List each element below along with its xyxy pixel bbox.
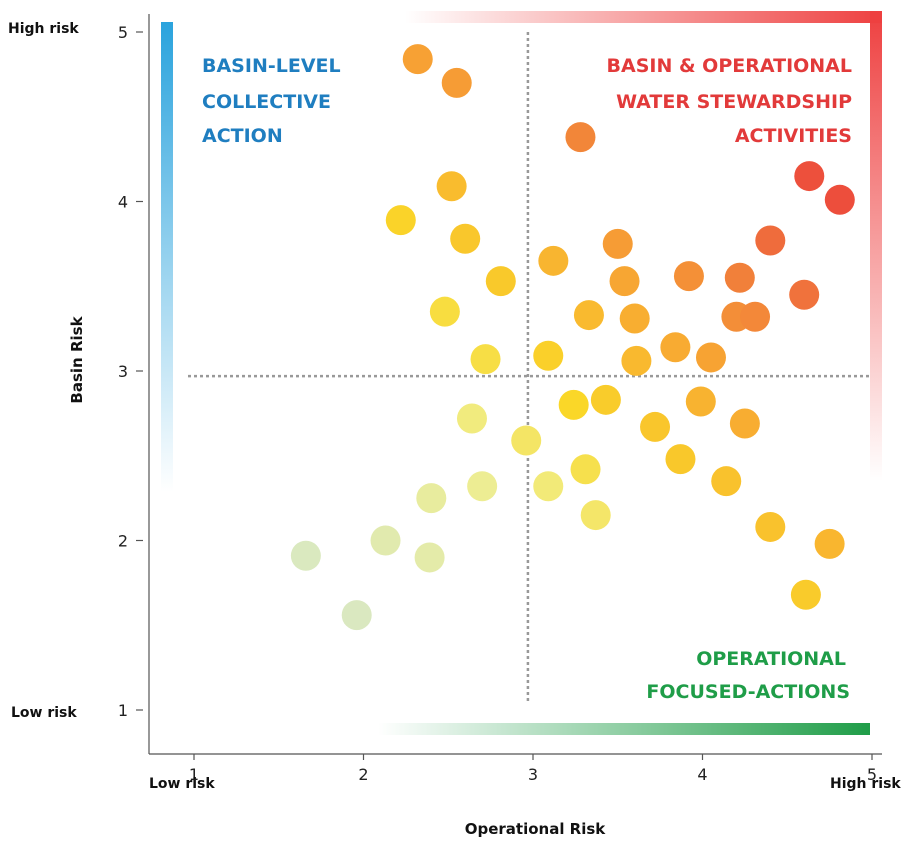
basin-level-line-3: ACTION [202, 125, 283, 147]
y-tick-label: 3 [118, 362, 128, 381]
scatter-point [789, 279, 820, 310]
x-tick-label: 5 [867, 765, 877, 784]
scatter-point [580, 500, 611, 531]
x-tick-label: 2 [358, 765, 368, 784]
scatter-point [441, 67, 472, 98]
scatter-point [416, 483, 447, 514]
scatter-point [456, 403, 487, 434]
y-tick-label: 4 [118, 193, 128, 212]
scatter-point [609, 266, 640, 297]
scatter-point [533, 340, 564, 371]
x-high-risk-label: High risk [830, 776, 901, 792]
scatter-point [402, 44, 433, 75]
scatter-point [695, 342, 726, 373]
y-low-risk-label: Low risk [11, 705, 77, 721]
scatter-point [685, 386, 716, 417]
scatter-point [538, 245, 569, 276]
scatter-point [621, 345, 652, 376]
basin-level-line-1: BASIN-LEVEL [202, 55, 341, 77]
stewardship-quadrant-label: BASIN & OPERATIONAL WATER STEWARDSHIP AC… [607, 55, 853, 147]
basin-level-quadrant-label: BASIN-LEVEL COLLECTIVE ACTION [202, 55, 341, 147]
scatter-point [470, 344, 501, 375]
scatter-point [660, 332, 691, 363]
operational-line-2: FOCUSED-ACTIONS [646, 681, 850, 703]
y-tick-label: 1 [118, 701, 128, 720]
scatter-point [385, 205, 416, 236]
y-high-risk-label: High risk [8, 21, 79, 37]
scatter-point [467, 471, 498, 502]
stewardship-right-band [870, 11, 882, 481]
scatter-point [414, 542, 445, 573]
scatter-point [665, 444, 696, 475]
operational-bottom-band [378, 723, 870, 735]
scatter-point [565, 122, 596, 153]
scatter-point [619, 303, 650, 334]
operational-quadrant-label: OPERATIONAL FOCUSED-ACTIONS [646, 648, 850, 703]
scatter-point [558, 389, 589, 420]
scatter-point [790, 579, 821, 610]
scatter-point [673, 261, 704, 292]
scatter-point [729, 408, 760, 439]
basin-left-band [161, 22, 173, 492]
stewardship-line-1: BASIN & OPERATIONAL [607, 55, 852, 77]
scatter-point [485, 266, 516, 297]
scatter-point [711, 466, 742, 497]
scatter-point [602, 228, 633, 259]
y-tick-label: 5 [118, 23, 128, 42]
scatter-point [436, 171, 467, 202]
scatter-point [450, 223, 481, 254]
x-tick-label: 3 [528, 765, 538, 784]
scatter-point [429, 296, 460, 327]
y-axis-title: Basin Risk [68, 315, 86, 403]
scatter-point [370, 525, 401, 556]
stewardship-top-band [405, 11, 882, 23]
scatter-point [341, 600, 372, 631]
scatter-point [740, 301, 771, 332]
scatter-point [794, 161, 825, 192]
scatter-point [824, 184, 855, 215]
x-axis-title: Operational Risk [465, 820, 607, 838]
stewardship-line-3: ACTIVITIES [735, 125, 852, 147]
scatter-point [640, 411, 671, 442]
x-tick-label: 1 [189, 765, 199, 784]
scatter-point [590, 384, 621, 415]
scatter-point [755, 511, 786, 542]
operational-line-1: OPERATIONAL [696, 648, 846, 670]
scatter-point [511, 425, 542, 456]
scatter-point [755, 225, 786, 256]
scatter-point [570, 454, 601, 485]
x-low-risk-label: Low risk [149, 776, 215, 792]
basin-level-line-2: COLLECTIVE [202, 91, 331, 113]
x-tick-label: 4 [697, 765, 707, 784]
scatter-point [290, 540, 321, 571]
y-tick-label: 2 [118, 532, 128, 551]
scatter-point [814, 528, 845, 559]
stewardship-line-2: WATER STEWARDSHIP [616, 91, 852, 113]
scatter-point [533, 471, 564, 502]
scatter-point [724, 262, 755, 293]
scatter-point [573, 300, 604, 331]
